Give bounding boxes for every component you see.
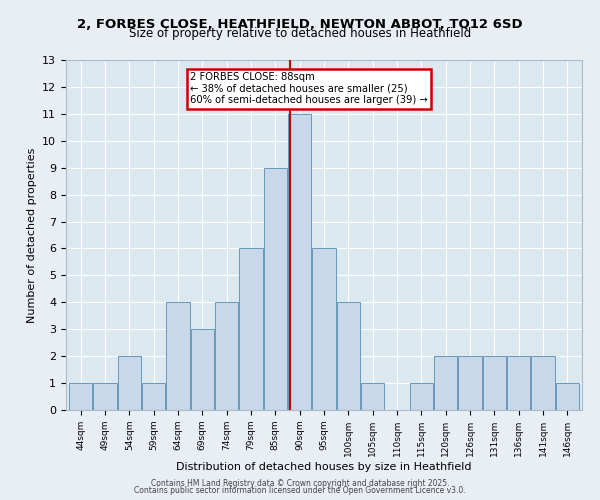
Bar <box>288 114 311 410</box>
Bar <box>458 356 482 410</box>
Bar <box>118 356 141 410</box>
Bar <box>507 356 530 410</box>
X-axis label: Distribution of detached houses by size in Heathfield: Distribution of detached houses by size … <box>176 462 472 471</box>
Bar <box>166 302 190 410</box>
Bar <box>361 383 384 410</box>
Bar <box>434 356 457 410</box>
Y-axis label: Number of detached properties: Number of detached properties <box>26 148 37 322</box>
Bar <box>69 383 92 410</box>
Bar <box>556 383 579 410</box>
Text: Contains HM Land Registry data © Crown copyright and database right 2025.: Contains HM Land Registry data © Crown c… <box>151 478 449 488</box>
Bar <box>142 383 165 410</box>
Text: 2 FORBES CLOSE: 88sqm
← 38% of detached houses are smaller (25)
60% of semi-deta: 2 FORBES CLOSE: 88sqm ← 38% of detached … <box>190 72 428 106</box>
Bar <box>483 356 506 410</box>
Text: Size of property relative to detached houses in Heathfield: Size of property relative to detached ho… <box>129 28 471 40</box>
Bar <box>264 168 287 410</box>
Text: Contains public sector information licensed under the Open Government Licence v3: Contains public sector information licen… <box>134 486 466 495</box>
Text: 2, FORBES CLOSE, HEATHFIELD, NEWTON ABBOT, TQ12 6SD: 2, FORBES CLOSE, HEATHFIELD, NEWTON ABBO… <box>77 18 523 30</box>
Bar <box>532 356 554 410</box>
Bar <box>215 302 238 410</box>
Bar <box>313 248 335 410</box>
Bar <box>337 302 360 410</box>
Bar <box>410 383 433 410</box>
Bar <box>94 383 116 410</box>
Bar <box>191 329 214 410</box>
Bar <box>239 248 263 410</box>
